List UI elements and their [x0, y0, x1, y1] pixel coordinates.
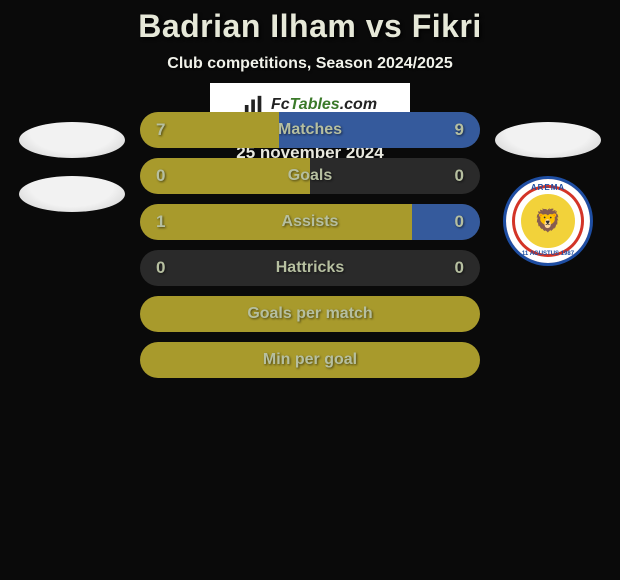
stat-bar-row: Matches7 9 [140, 112, 480, 148]
badge-inner-icon: 🦁 [521, 194, 575, 248]
comparison-card: Badrian Ilham vs Fikri Club competitions… [0, 0, 620, 580]
stat-bar-label: Goals [140, 158, 480, 194]
stat-value-right: 0 [439, 204, 480, 240]
badge-top-text: AREMA [531, 183, 565, 192]
stat-bar-row: Goals0 0 [140, 158, 480, 194]
stat-value-left: 7 [140, 112, 181, 148]
stat-bar-row: Hattricks0 0 [140, 250, 480, 286]
badge-bottom-text: 11 AGUSTUS 1987 [522, 251, 574, 257]
stat-value-right: 0 [439, 250, 480, 286]
stat-value-left: 1 [140, 204, 181, 240]
stat-bar-label: Hattricks [140, 250, 480, 286]
stat-bars: Matches79Goals00Assists10Hattricks00Goal… [140, 112, 480, 378]
brand-part2: Tables [290, 96, 340, 113]
player-oval [19, 176, 125, 212]
stat-value-left: 0 [140, 250, 181, 286]
brand-suffix: .com [340, 96, 377, 113]
player-oval [19, 122, 125, 158]
player-oval [495, 122, 601, 158]
stat-bar-label: Matches [140, 112, 480, 148]
subtitle: Club competitions, Season 2024/2025 [0, 55, 620, 73]
stat-bar-row: Assists1 0 [140, 204, 480, 240]
content-row: Matches79Goals00Assists10Hattricks00Goal… [0, 112, 620, 378]
stat-value-right: 9 [439, 112, 480, 148]
left-player-col [12, 112, 132, 212]
club-badge: AREMA 🦁 11 AGUSTUS 1987 [503, 176, 593, 266]
stat-bar-label: Assists [140, 204, 480, 240]
stat-value-right: 0 [439, 158, 480, 194]
brand-part1: Fc [271, 96, 290, 113]
stat-pill: Goals per match [140, 296, 480, 332]
page-title: Badrian Ilham vs Fikri [0, 0, 620, 45]
right-player-col: AREMA 🦁 11 AGUSTUS 1987 [488, 112, 608, 266]
stat-pill: Min per goal [140, 342, 480, 378]
stat-value-left: 0 [140, 158, 181, 194]
